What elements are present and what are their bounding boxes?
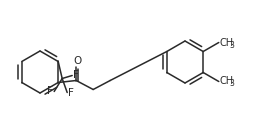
Text: F: F — [68, 87, 74, 98]
Text: F: F — [47, 87, 53, 96]
Text: CH: CH — [220, 76, 234, 87]
Text: F: F — [73, 71, 79, 80]
Text: CH: CH — [220, 38, 234, 47]
Text: 3: 3 — [229, 79, 234, 88]
Text: O: O — [73, 55, 81, 66]
Text: 3: 3 — [229, 40, 234, 50]
